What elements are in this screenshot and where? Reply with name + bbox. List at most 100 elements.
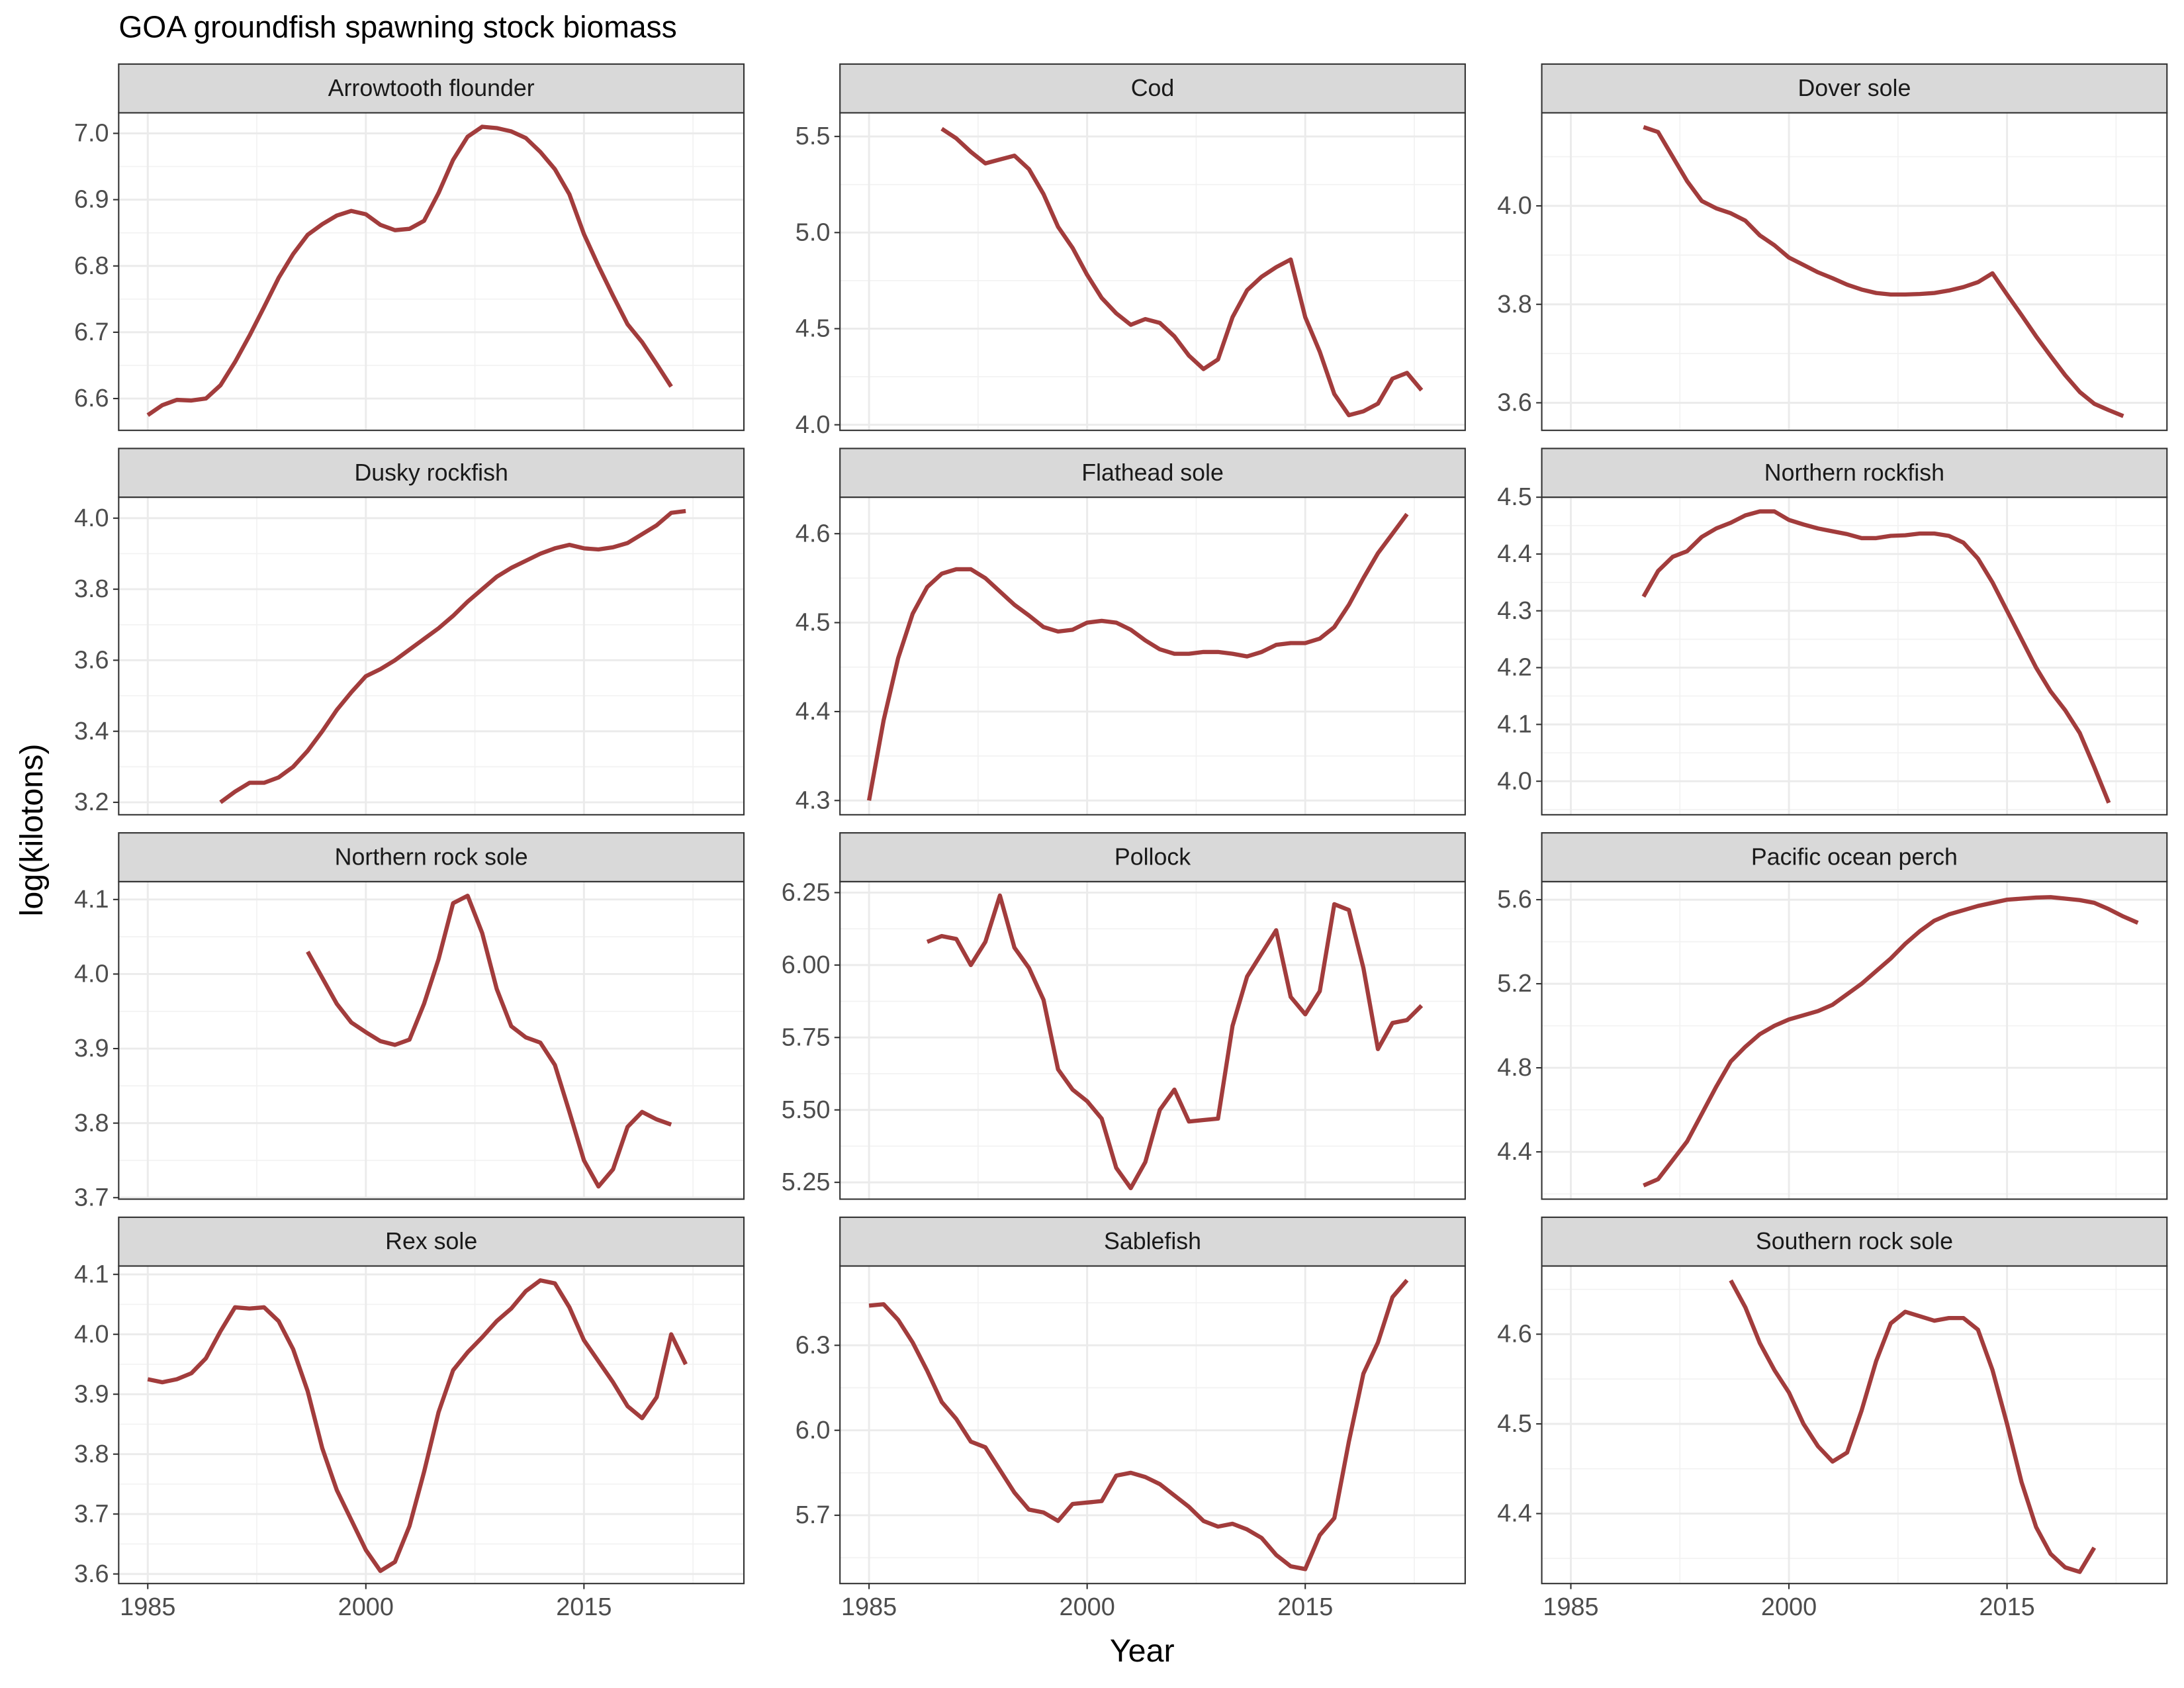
strip (1541, 63, 2168, 114)
data-line (867, 512, 1409, 801)
panel: Arrowtooth flounder 6.6 6.7 6.8 6.9 7.0 (74, 63, 745, 432)
y-tick-label: 4.4 (796, 698, 831, 726)
panel: Northern rockfish 4.0 4.1 4.2 4.3 4.4 4.5 (1497, 447, 2168, 816)
y-tick-label: 4.3 (796, 786, 831, 814)
y-tick-label: 4.4 (1497, 1500, 1532, 1528)
y-tick-label: 5.0 (796, 218, 831, 246)
y-tick-label: 4.8 (1497, 1054, 1532, 1082)
y-tick-label: 3.9 (74, 1380, 109, 1408)
y-tick-label: 3.7 (74, 1184, 109, 1211)
data-line (146, 124, 673, 417)
strip (118, 1216, 745, 1267)
y-tick-label: 5.25 (782, 1168, 831, 1196)
strip-label: Dover sole (1797, 75, 1911, 101)
y-tick-label: 6.3 (796, 1331, 831, 1359)
y-tick-label: 3.6 (1497, 389, 1532, 417)
data-line (940, 126, 1424, 418)
panel-background (118, 881, 745, 1199)
y-tick-label: 4.5 (796, 609, 831, 637)
y-axis-title: log(kilotons) (14, 744, 50, 917)
panel-background (840, 497, 1465, 815)
y-tick-label: 4.2 (1497, 654, 1532, 682)
strip (118, 447, 745, 498)
data-line (1643, 124, 2124, 418)
strip (1541, 832, 2168, 882)
y-tick-label: 3.8 (74, 1109, 109, 1137)
y-tick-label: 5.5 (796, 122, 831, 150)
y-tick-label: 4.0 (1497, 767, 1532, 795)
y-tick-label: 5.7 (796, 1501, 831, 1529)
y-tick-label: 5.75 (782, 1023, 831, 1051)
strip (839, 447, 1466, 498)
y-tick-label: 4.0 (1497, 192, 1532, 220)
y-tick-label: 7.0 (74, 120, 109, 148)
panel-background (1541, 497, 2167, 815)
data-line (219, 508, 686, 804)
panel-background (118, 497, 745, 815)
y-tick-label: 3.6 (74, 647, 109, 675)
panel: Pollock 5.25 5.50 5.75 6.00 6.25 (782, 832, 1466, 1200)
strip-label: Arrowtooth flounder (328, 75, 535, 101)
y-tick-label: 6.0 (796, 1417, 831, 1444)
y-tick-label: 3.4 (74, 718, 109, 745)
y-tick-label: 4.0 (74, 504, 109, 532)
y-tick-label: 4.5 (1497, 483, 1532, 511)
panel: Pacific ocean perch 4.4 4.8 5.2 5.6 (1497, 832, 2168, 1200)
data-line (306, 894, 672, 1189)
y-tick-label: 5.6 (1497, 886, 1532, 914)
strip (118, 832, 745, 882)
panel: Flathead sole 4.3 4.4 4.5 4.6 (796, 447, 1466, 816)
x-tick-label: 1985 (841, 1593, 897, 1621)
x-tick-label: 2000 (1761, 1593, 1817, 1621)
strip-label: Flathead sole (1081, 459, 1224, 486)
y-tick-label: 4.5 (1497, 1410, 1532, 1438)
y-tick-label: 6.9 (74, 186, 109, 214)
panel: Sablefish 5.7 6.0 6.3 1985 2000 2015 (796, 1216, 1466, 1621)
strip (118, 63, 745, 114)
panel-background (118, 1266, 745, 1584)
data-line (1641, 509, 2111, 804)
panel-background (118, 113, 745, 431)
y-tick-label: 4.4 (1497, 1138, 1532, 1166)
data-line (868, 1278, 1409, 1571)
y-tick-label: 6.7 (74, 318, 109, 346)
data-line (1643, 895, 2139, 1188)
data-line (926, 893, 1424, 1191)
strip-label: Northern rockfish (1764, 459, 1944, 486)
x-axis-title: Year (1110, 1633, 1175, 1669)
x-tick-label: 2015 (1277, 1593, 1333, 1621)
y-tick-label: 6.25 (782, 879, 831, 907)
panel: Southern rock sole 4.4 4.5 4.6 1985 2000 2015 (1497, 1216, 2168, 1621)
panel-background (840, 1266, 1465, 1584)
strip (839, 63, 1466, 114)
y-tick-label: 4.6 (796, 520, 831, 547)
y-tick-label: 5.50 (782, 1096, 831, 1124)
data-line (1729, 1279, 2097, 1574)
panel: Cod 4.0 4.5 5.0 5.5 (796, 63, 1466, 439)
y-tick-label: 4.6 (1497, 1321, 1532, 1348)
y-tick-label: 3.2 (74, 788, 109, 816)
y-tick-label: 6.8 (74, 252, 109, 280)
x-tick-label: 2015 (556, 1593, 612, 1621)
y-tick-label: 5.2 (1497, 970, 1532, 998)
y-tick-label: 3.6 (74, 1560, 109, 1588)
strip-label: Dusky rockfish (354, 459, 508, 486)
y-tick-label: 4.1 (1497, 710, 1532, 738)
y-tick-label: 3.8 (74, 1440, 109, 1468)
strip-label: Northern rock sole (335, 844, 528, 870)
panel: Dusky rockfish 3.2 3.4 3.6 3.8 4.0 (74, 447, 745, 816)
y-tick-label: 3.8 (74, 575, 109, 603)
chart-title: GOA groundfish spawning stock biomass (118, 9, 676, 44)
strip-label: Pollock (1115, 844, 1191, 870)
y-tick-label: 4.1 (74, 886, 109, 914)
strip (839, 1216, 1466, 1267)
y-tick-label: 4.4 (1497, 540, 1532, 568)
strip (839, 832, 1466, 882)
y-tick-label: 4.3 (1497, 597, 1532, 625)
y-tick-label: 6.6 (74, 385, 109, 412)
y-tick-label: 4.1 (74, 1260, 109, 1288)
y-tick-label: 4.0 (74, 1321, 109, 1348)
y-tick-label: 6.00 (782, 951, 831, 979)
